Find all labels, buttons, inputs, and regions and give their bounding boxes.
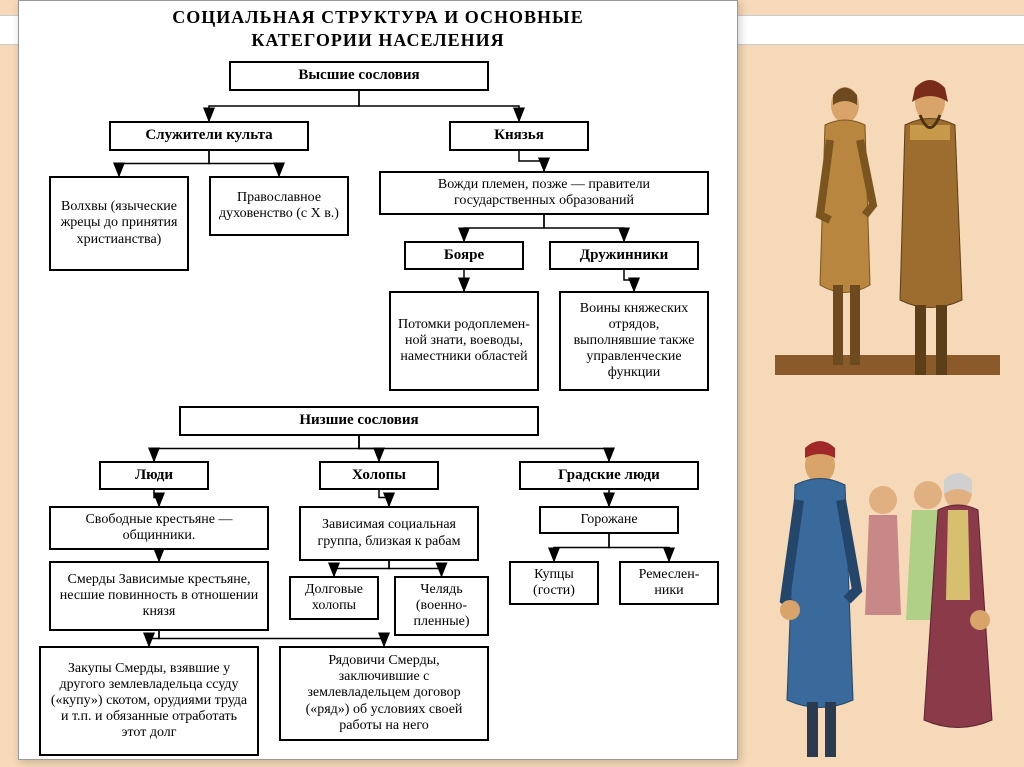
node-remes: Ремеслен- ники	[619, 561, 719, 605]
diagram-title-line1: СОЦИАЛЬНАЯ СТРУКТУРА И ОСНОВНЫЕ	[19, 1, 737, 30]
node-knyaz: Князья	[449, 121, 589, 151]
node-voiny: Воины княжеских отрядов, выполнявшие так…	[559, 291, 709, 391]
node-svob: Свободные крестьяне — общинники.	[49, 506, 269, 550]
node-nizsh: Низшие сословия	[179, 406, 539, 436]
node-druzh: Дружинники	[549, 241, 699, 270]
node-vys: Высшие сословия	[229, 61, 489, 91]
node-gorozh: Горожане	[539, 506, 679, 534]
diagram-panel: СОЦИАЛЬНАЯ СТРУКТУРА И ОСНОВНЫЕ КАТЕГОРИ…	[18, 0, 738, 760]
node-ryad: Рядовичи Смерды, заключившие с землевлад…	[279, 646, 489, 741]
node-zavis: Зависимая социальная группа, близкая к р…	[299, 506, 479, 561]
node-vozhdi: Вожди племен, позже — правители государс…	[379, 171, 709, 215]
node-dolg: Долговые холопы	[289, 576, 379, 620]
node-lyudi: Люди	[99, 461, 209, 490]
node-kult: Служители культа	[109, 121, 309, 151]
node-zakupy: Закупы Смерды, взявшие у другого землевл…	[39, 646, 259, 756]
node-chel: Челядь (военно- пленные)	[394, 576, 489, 636]
diagram-title-line2: КАТЕГОРИИ НАСЕЛЕНИЯ	[19, 30, 737, 59]
townspeople-illustration	[770, 430, 1015, 760]
node-boyare: Бояре	[404, 241, 524, 270]
node-potomk: Потомки родоплемен- ной знати, воеводы, …	[389, 291, 539, 391]
node-grad: Градские люди	[519, 461, 699, 490]
node-prav: Православное духовенство (с X в.)	[209, 176, 349, 236]
node-smerdy: Смерды Зависимые крестьяне, несшие повин…	[49, 561, 269, 631]
node-volhvy: Волхвы (языческие жрецы до принятия хрис…	[49, 176, 189, 271]
nobles-illustration	[775, 55, 1000, 390]
node-holopy: Холопы	[319, 461, 439, 490]
node-kupcy: Купцы (гости)	[509, 561, 599, 605]
